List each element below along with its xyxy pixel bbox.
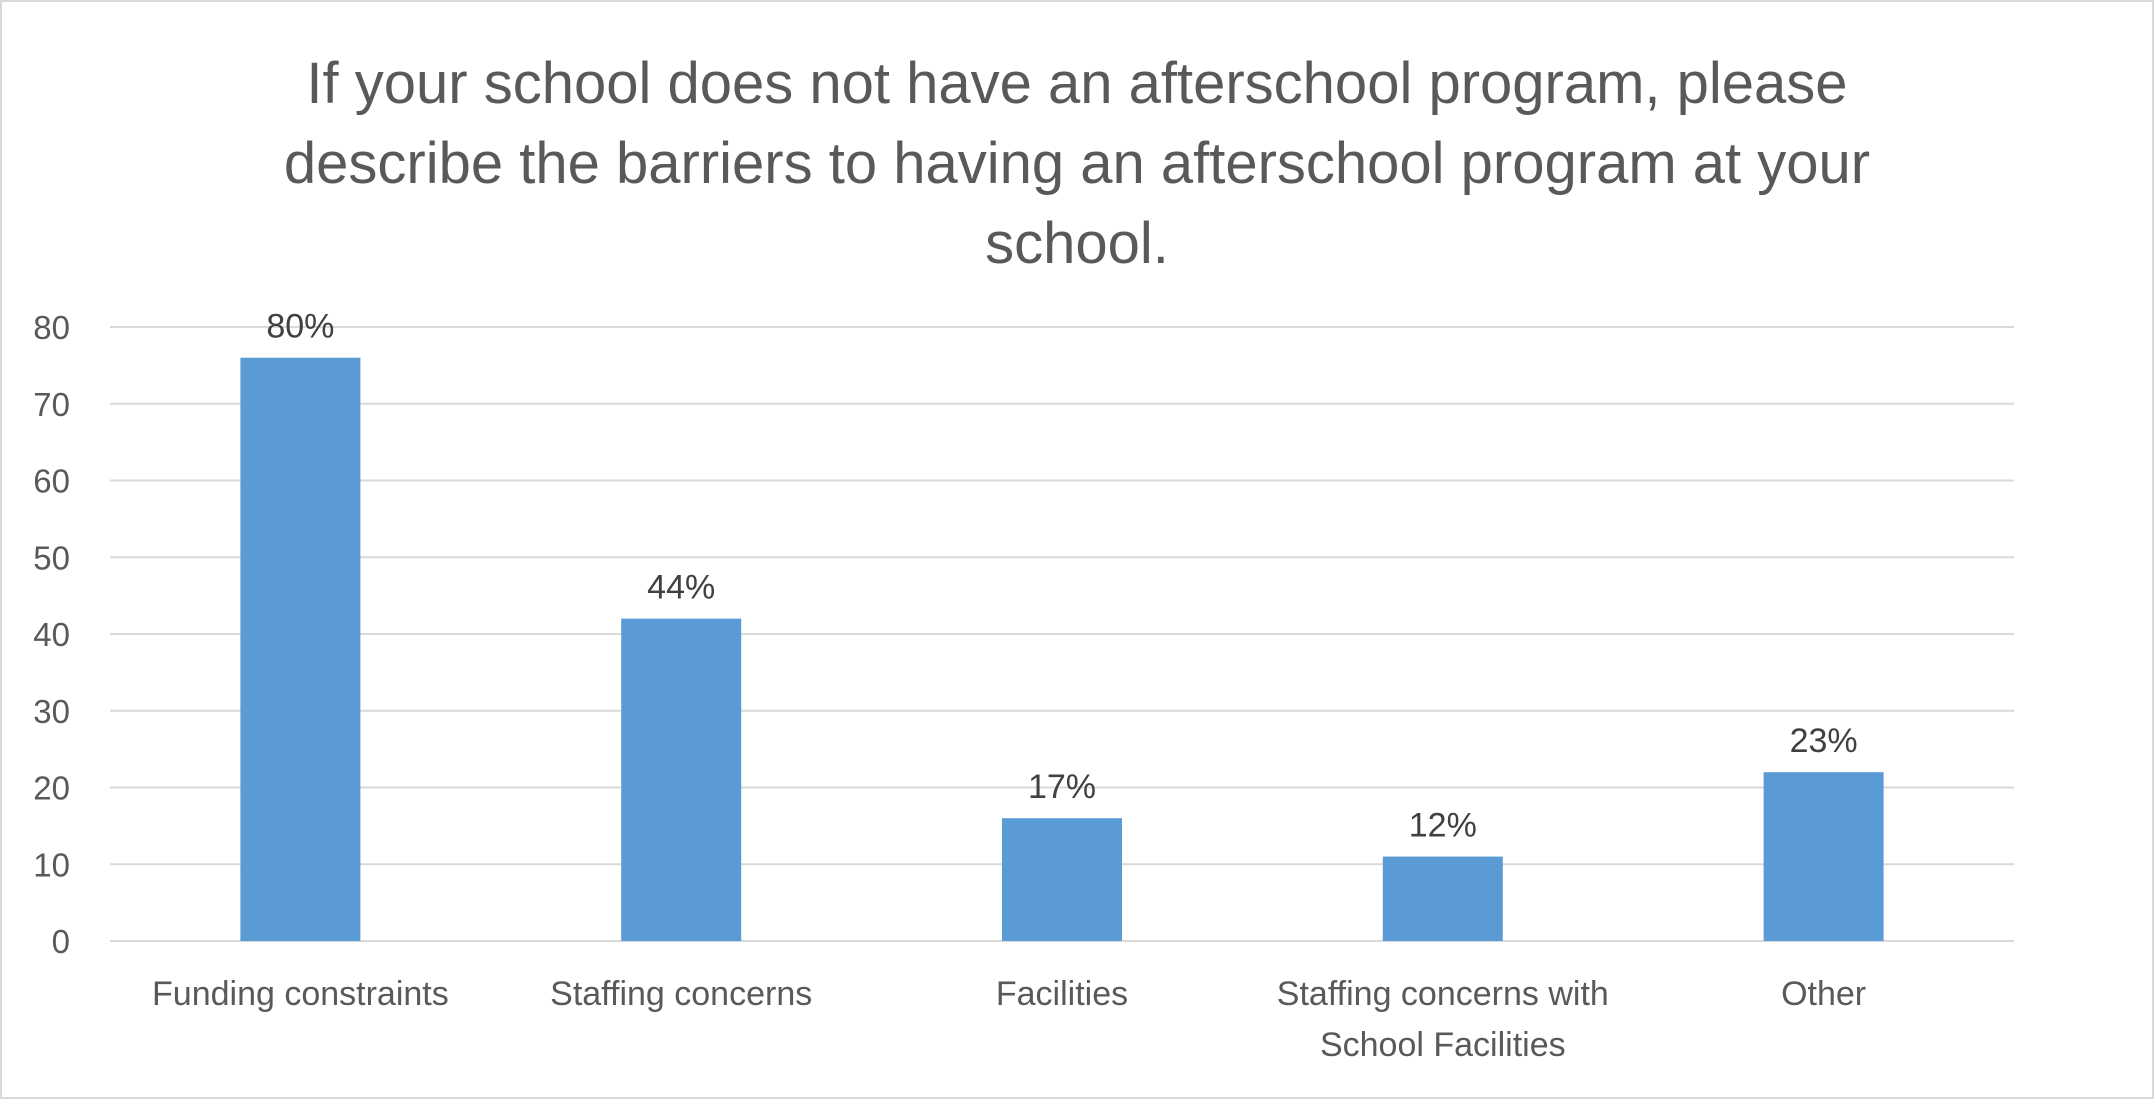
y-tick-label: 10	[33, 846, 70, 883]
data-label: 17%	[1028, 768, 1096, 806]
bar-1	[621, 618, 742, 941]
bar-3	[1382, 856, 1503, 941]
category-label: Staffing concerns	[550, 975, 812, 1013]
category-label: School Facilities	[1320, 1026, 1566, 1064]
y-tick-label: 40	[33, 616, 70, 653]
bar-0	[240, 357, 361, 941]
y-tick-label: 80	[33, 309, 70, 346]
chart-title-line-1: If your school does not have an aftersch…	[306, 51, 1848, 116]
data-label: 80%	[266, 308, 334, 346]
chart-title-line-2: describe the barriers to having an after…	[283, 131, 1871, 196]
y-tick-label: 20	[33, 770, 70, 807]
y-tick-label: 70	[33, 386, 70, 423]
y-tick-label: 50	[33, 539, 70, 576]
bar-4	[1763, 772, 1884, 941]
y-tick-label: 0	[52, 923, 70, 960]
category-label: Other	[1781, 975, 1866, 1013]
data-label: 44%	[647, 569, 715, 607]
data-label: 12%	[1409, 807, 1477, 845]
y-tick-label: 30	[33, 693, 70, 730]
y-tick-label: 60	[33, 463, 70, 500]
category-label: Staffing concerns with	[1277, 975, 1609, 1013]
chart-title: If your school does not have an aftersch…	[2, 44, 2152, 284]
category-label: Facilities	[996, 975, 1128, 1013]
bar-2	[1002, 818, 1122, 941]
chart-title-line-3: school.	[985, 211, 1169, 276]
category-label: Funding constraints	[152, 975, 449, 1013]
data-label: 23%	[1790, 722, 1858, 760]
